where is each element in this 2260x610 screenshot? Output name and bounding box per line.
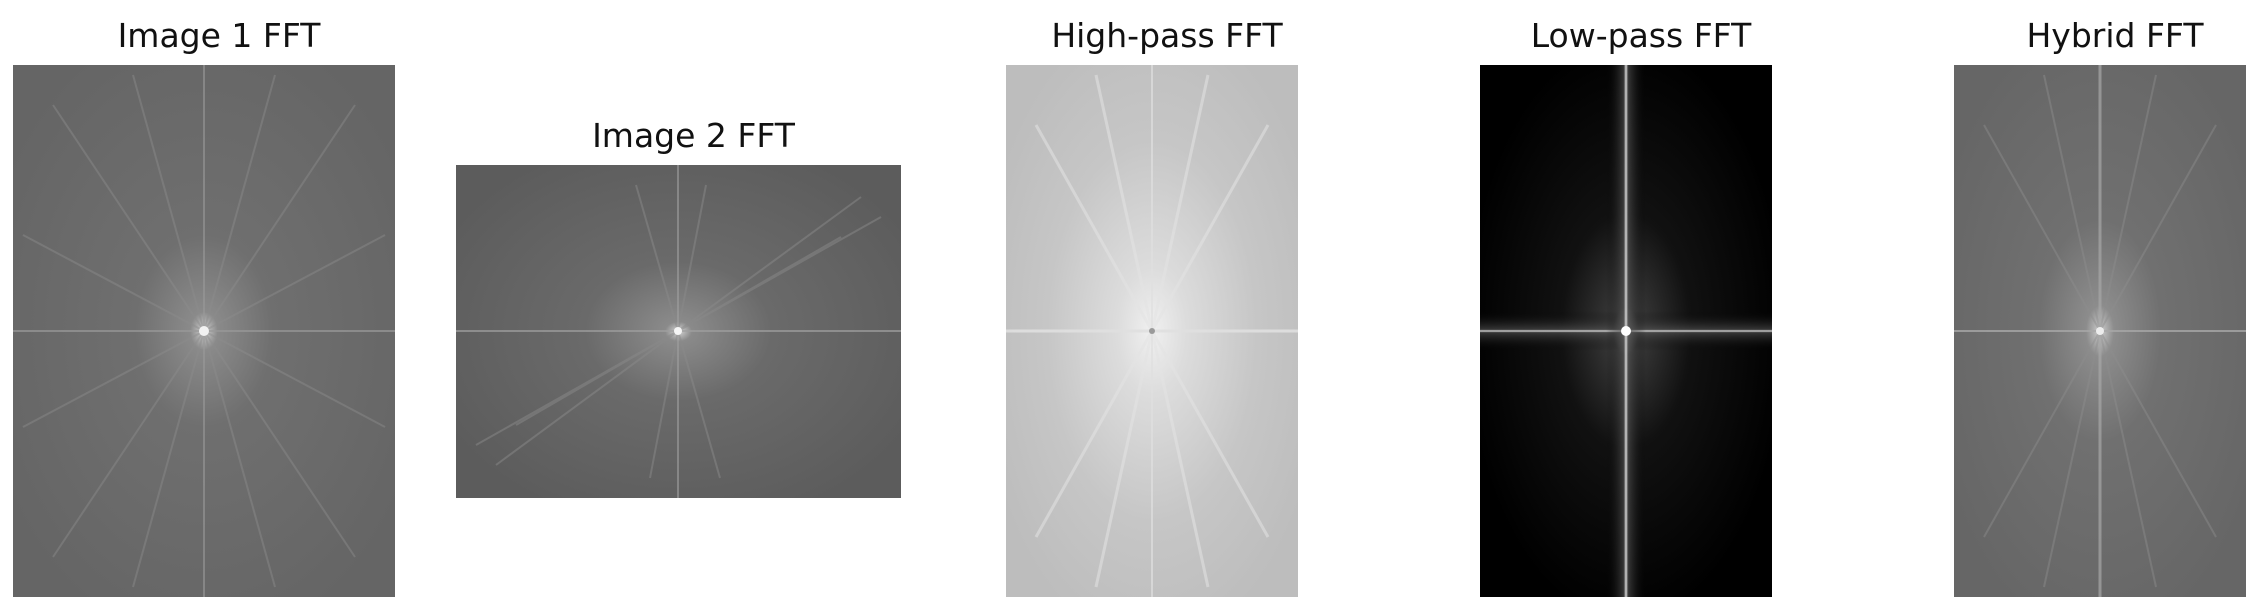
- lowpass-fft-spectrum: [1480, 65, 1772, 597]
- panel-title-image2: Image 2 FFT: [592, 116, 795, 155]
- panel-title-lowpass: Low-pass FFT: [1530, 16, 1752, 55]
- image2-fft-spectrum: [456, 165, 901, 498]
- highpass-fft-spectrum: [1006, 65, 1298, 597]
- panel-title-image1: Image 1 FFT: [117, 16, 321, 55]
- panel-image2-fft: Image 2 FFT: [456, 116, 901, 498]
- panel-lowpass-fft: Low-pass FFT: [1480, 16, 1772, 597]
- hybrid-fft-spectrum: [1954, 65, 2246, 597]
- panel-image1-fft: Image 1 FFT: [13, 16, 395, 597]
- panel-hybrid-fft: Hybrid FFT: [1954, 16, 2246, 597]
- panel-title-hybrid: Hybrid FFT: [2026, 16, 2204, 55]
- image1-fft-spectrum: [13, 65, 395, 597]
- panel-highpass-fft: High-pass FFT: [1006, 16, 1298, 597]
- panel-title-highpass: High-pass FFT: [1051, 16, 1283, 55]
